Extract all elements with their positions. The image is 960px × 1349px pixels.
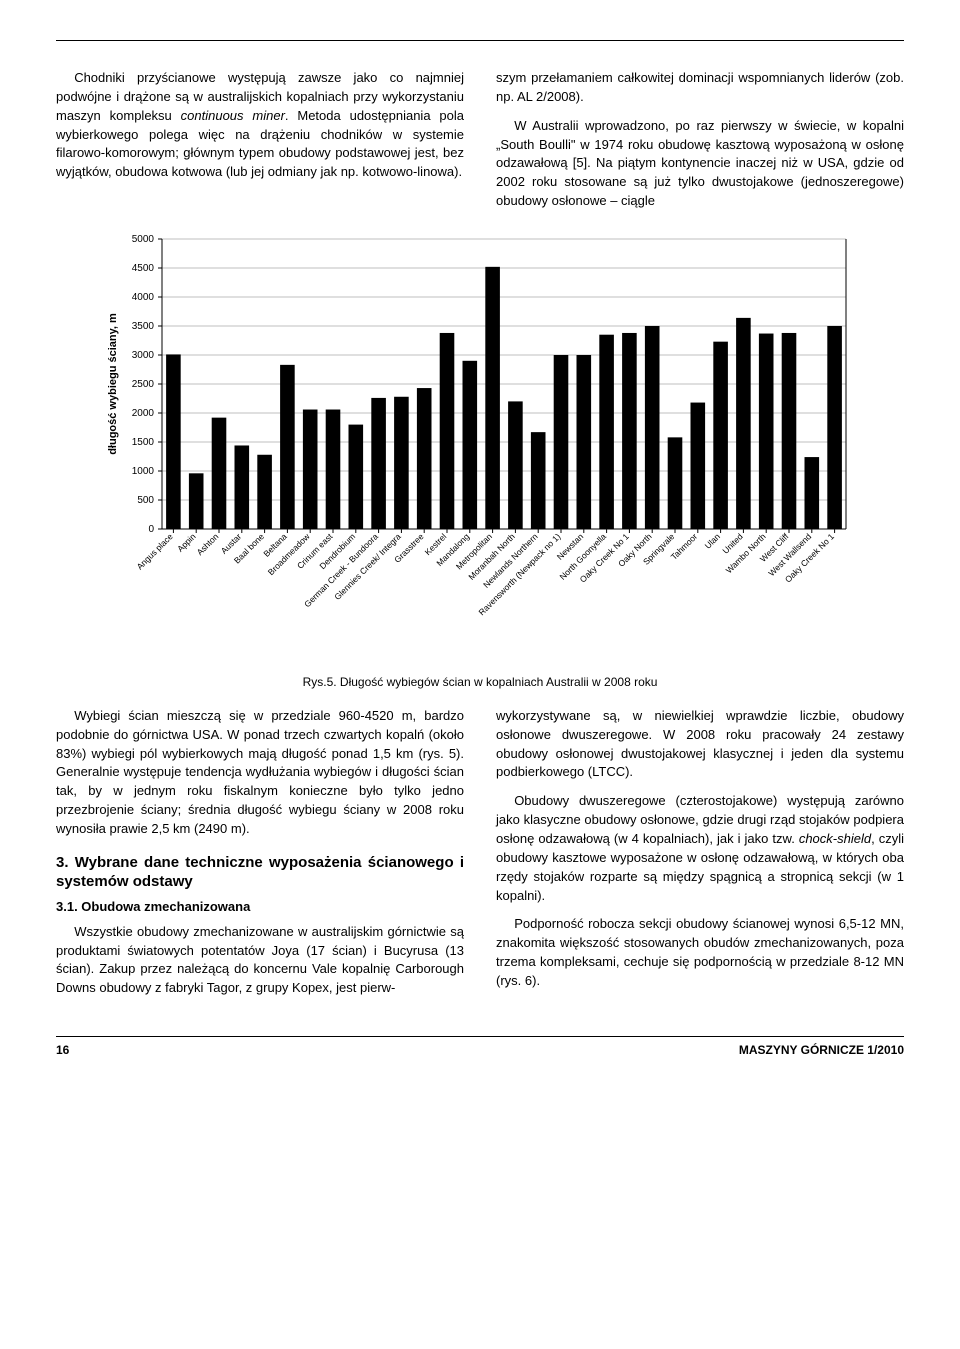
figure-caption: Rys.5. Długość wybiegów ścian w kopalnia… xyxy=(56,675,904,689)
chart-container: 0 500 1000 1500 2000 2500 3000 3500 4000 4500 5000… xyxy=(56,229,904,669)
para-lower-right-1: wykorzystywane są, w niewielkiej wprawdz… xyxy=(496,707,904,782)
upper-right-col: szym przełamaniem całkowitej dominacji w… xyxy=(496,69,904,221)
svg-text:3500: 3500 xyxy=(132,321,155,332)
text-run-italic: continuous miner xyxy=(181,108,285,123)
section-3-heading: 3. Wybrane dane techniczne wyposażenia ś… xyxy=(56,853,464,892)
svg-text:1000: 1000 xyxy=(132,466,155,477)
text-run-italic: chock-shield xyxy=(799,831,871,846)
svg-text:0: 0 xyxy=(148,524,154,535)
page-number: 16 xyxy=(56,1043,69,1057)
para-upper-left: Chodniki przyścianowe występują zawsze j… xyxy=(56,69,464,182)
para-lower-left-1: Wybiegi ścian mieszczą się w przedziale … xyxy=(56,707,464,839)
para-lower-right-2: Obudowy dwuszeregowe (czterostojakowe) w… xyxy=(496,792,904,905)
svg-text:Ashton: Ashton xyxy=(195,531,221,557)
section-3-1-heading: 3.1. Obudowa zmechanizowana xyxy=(56,898,464,917)
svg-text:długość wybiegu ściany, m: długość wybiegu ściany, m xyxy=(107,313,119,455)
upper-left-col: Chodniki przyścianowe występują zawsze j… xyxy=(56,69,464,221)
svg-text:500: 500 xyxy=(137,495,154,506)
svg-text:Ulan: Ulan xyxy=(703,531,723,551)
para-upper-right-1: szym przełamaniem całkowitej dominacji w… xyxy=(496,69,904,107)
lower-columns: Wybiegi ścian mieszczą się w przedziale … xyxy=(56,707,904,1008)
svg-text:2000: 2000 xyxy=(132,408,155,419)
svg-text:5000: 5000 xyxy=(132,234,155,245)
svg-text:2500: 2500 xyxy=(132,379,155,390)
top-rule xyxy=(56,40,904,41)
svg-text:4500: 4500 xyxy=(132,263,155,274)
para-lower-right-3: Podporność robocza sekcji obudowy ściano… xyxy=(496,915,904,990)
svg-text:1500: 1500 xyxy=(132,437,155,448)
lower-left-col: Wybiegi ścian mieszczą się w przedziale … xyxy=(56,707,464,1008)
page-footer: 16 MASZYNY GÓRNICZE 1/2010 xyxy=(56,1036,904,1057)
svg-text:3000: 3000 xyxy=(132,350,155,361)
bar-chart: 0 500 1000 1500 2000 2500 3000 3500 4000 4500 5000… xyxy=(100,229,860,669)
para-upper-right-2: W Australii wprowadzono, po raz pierwszy… xyxy=(496,117,904,211)
lower-right-col: wykorzystywane są, w niewielkiej wprawdz… xyxy=(496,707,904,1008)
para-lower-left-2: Wszystkie obudowy zmechanizowane w austr… xyxy=(56,923,464,998)
upper-columns: Chodniki przyścianowe występują zawsze j… xyxy=(56,69,904,221)
svg-text:Angus place: Angus place xyxy=(135,531,175,571)
svg-text:4000: 4000 xyxy=(132,292,155,303)
journal-ref: MASZYNY GÓRNICZE 1/2010 xyxy=(739,1043,904,1057)
